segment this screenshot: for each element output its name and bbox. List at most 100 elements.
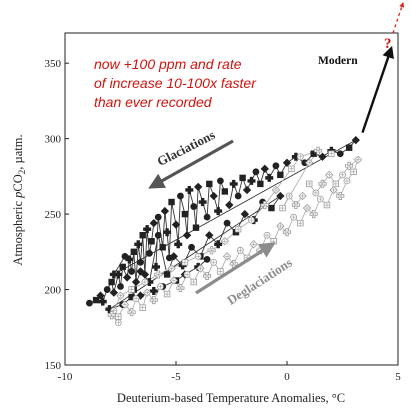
- data-point-dark-55: [265, 173, 274, 182]
- data-point-light-10-hatch: [171, 278, 176, 283]
- data-point-light-43-hatch: [320, 181, 325, 186]
- data-point-light-5-hatch: [140, 305, 145, 310]
- data-point-light-52-hatch: [298, 154, 303, 159]
- x-tick-label: -5: [171, 371, 181, 383]
- y-tick-label: 150: [45, 360, 62, 372]
- y-tick-label: 350: [45, 58, 62, 70]
- data-point-dark-39: [198, 198, 207, 207]
- data-point-light-40-hatch: [340, 172, 345, 177]
- data-point-dark-2: [96, 291, 105, 300]
- data-point-dark-19: [143, 225, 152, 234]
- data-point-dark-68: [121, 252, 129, 260]
- data-point-light-34-hatch: [331, 187, 336, 192]
- data-point-light-64-hatch: [142, 280, 147, 284]
- data-point-dark-80: [223, 219, 231, 227]
- x-axis-ticks: -10 -5 0 5: [58, 361, 401, 383]
- data-point-dark-9: [119, 263, 126, 271]
- data-point-light-6-hatch: [145, 290, 150, 295]
- data-point-dark-0: [86, 299, 93, 307]
- data-point-light-48-hatch: [287, 193, 292, 198]
- series-line-dark: [89, 139, 357, 310]
- data-point-dark-25: [159, 244, 166, 251]
- data-point-light-69-hatch: [329, 151, 334, 156]
- data-point-light-20-hatch: [238, 248, 243, 253]
- data-point-light-68-hatch: [116, 320, 121, 325]
- data-point-dark-6: [109, 288, 119, 297]
- data-point-light-49-hatch: [280, 206, 285, 211]
- data-point-light-53-hatch: [289, 166, 294, 171]
- data-point-light-50-hatch: [307, 160, 312, 165]
- data-point-light-37-hatch: [351, 169, 356, 174]
- annotation-line-2: of increase 10-100x faster: [94, 75, 257, 91]
- data-point-light-51-hatch: [316, 148, 321, 153]
- data-point-dark-66: [351, 135, 360, 145]
- data-point-light-60-hatch: [196, 254, 201, 259]
- data-point-light-12-hatch: [185, 272, 190, 277]
- data-point-dark-20: [145, 249, 153, 257]
- data-point-light-13-hatch: [191, 280, 196, 284]
- data-point-dark-33: [181, 210, 189, 218]
- data-point-dark-22: [149, 218, 158, 228]
- data-point-dark-5: [108, 278, 115, 286]
- data-point-dark-76: [188, 243, 195, 251]
- data-point-dark-82: [240, 209, 249, 219]
- data-point-dark-17: [139, 232, 146, 239]
- data-point-light-44-hatch: [313, 190, 318, 195]
- data-point-dark-36: [190, 203, 198, 210]
- data-point-light-42-hatch: [327, 172, 332, 177]
- data-point-light-0-hatch: [111, 308, 116, 313]
- data-point-dark-34: [182, 231, 192, 240]
- annotation-line-1: now +100 ppm and rate: [94, 56, 242, 72]
- data-point-dark-35: [185, 185, 194, 194]
- plot-frame: [64, 32, 399, 366]
- data-point-light-35-hatch: [338, 193, 343, 198]
- data-point-light-61-hatch: [182, 260, 187, 265]
- data-point-light-32-hatch: [318, 197, 323, 201]
- data-point-dark-24: [154, 213, 162, 221]
- data-point-dark-10: [122, 273, 132, 282]
- data-point-light-9-hatch: [165, 292, 170, 297]
- series-points: [86, 135, 363, 327]
- data-point-dark-37: [192, 224, 200, 231]
- data-point-dark-52: [252, 168, 260, 176]
- data-point-dark-41: [206, 180, 213, 188]
- modern-arrow: [361, 45, 394, 133]
- data-point-dark-91: [149, 287, 158, 296]
- data-point-dark-45: [221, 188, 229, 195]
- data-point-dark-96: [203, 255, 211, 263]
- data-point-dark-48: [234, 192, 242, 200]
- data-point-light-16-hatch: [211, 260, 216, 265]
- data-point-light-65-hatch: [129, 287, 134, 292]
- data-point-light-15-hatch: [205, 273, 210, 278]
- data-point-dark-40: [203, 213, 211, 221]
- data-point-light-59-hatch: [209, 248, 214, 253]
- data-point-dark-1: [92, 296, 100, 304]
- data-point-light-36-hatch: [344, 178, 349, 183]
- data-point-light-24-hatch: [265, 233, 270, 238]
- data-point-dark-21: [148, 238, 155, 245]
- data-point-light-38-hatch: [356, 157, 361, 162]
- data-point-dark-54: [260, 164, 269, 173]
- data-point-light-39-hatch: [347, 163, 352, 168]
- x-tick-label: 5: [395, 371, 401, 383]
- data-point-dark-46: [225, 200, 234, 210]
- data-point-light-58-hatch: [222, 239, 227, 244]
- data-point-dark-67: [109, 270, 118, 279]
- data-point-dark-64: [336, 150, 344, 158]
- data-point-dark-8: [117, 283, 124, 290]
- y-axis-ticks: 150 200 250 300 350: [45, 58, 69, 372]
- data-point-dark-74: [169, 252, 178, 261]
- data-point-dark-78: [205, 231, 214, 240]
- data-point-dark-27: [163, 228, 172, 237]
- data-point-dark-16: [137, 258, 144, 266]
- x-tick-label: -10: [58, 371, 73, 383]
- data-point-dark-3: [98, 297, 107, 306]
- data-point-light-4-hatch: [134, 296, 139, 301]
- data-point-light-41-hatch: [333, 181, 338, 186]
- data-point-dark-31: [174, 240, 183, 249]
- question-mark: ?: [384, 36, 392, 52]
- data-point-light-29-hatch: [298, 221, 303, 226]
- data-point-dark-14: [131, 277, 141, 287]
- data-point-light-54-hatch: [273, 187, 278, 192]
- data-point-dark-86: [276, 191, 285, 201]
